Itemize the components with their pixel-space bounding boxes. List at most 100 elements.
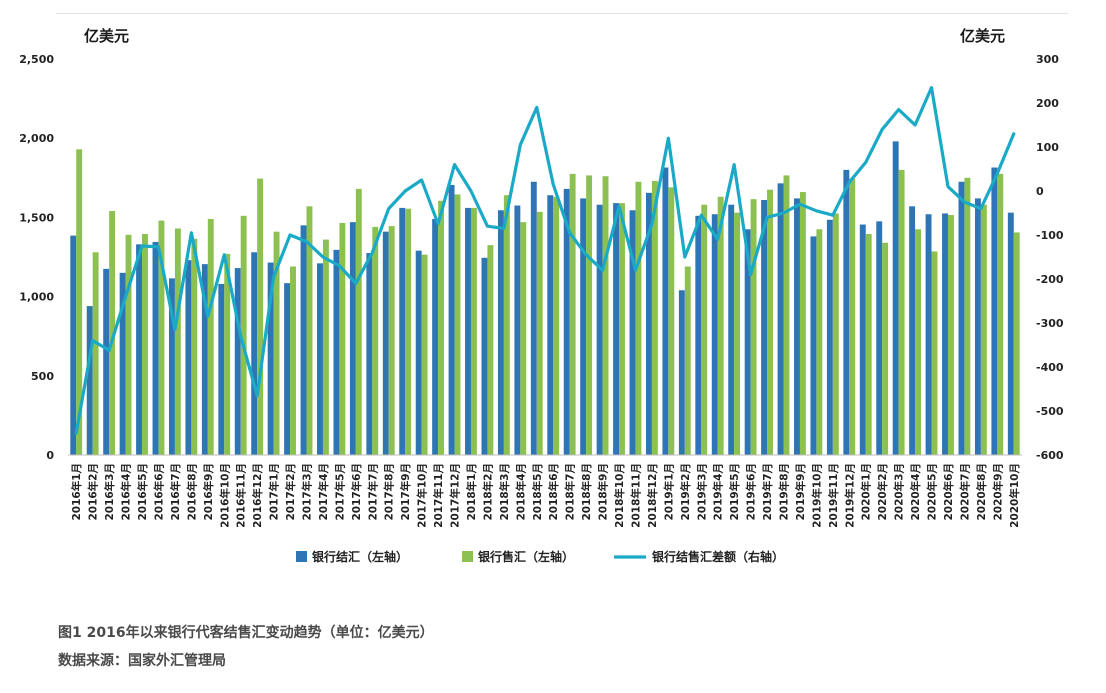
left-axis-tick-label: 1,500 [19, 211, 54, 224]
x-axis-tick-label: 2019年10月 [810, 463, 823, 528]
settlement-bar [810, 236, 817, 455]
settlement-bar [794, 198, 800, 455]
settlement-bar [909, 206, 916, 455]
sale-bar [980, 204, 987, 455]
settlement-bar [530, 181, 537, 455]
x-axis-tick-label: 2017年3月 [301, 463, 314, 521]
settlement-bar [86, 306, 93, 455]
sale-bar [717, 196, 724, 455]
x-axis-tick-label: 2020年4月 [909, 463, 922, 521]
sale-bar [799, 192, 806, 455]
sale-bar [372, 226, 379, 455]
x-axis-tick-label: 2017年4月 [317, 463, 330, 521]
sale-bar [487, 245, 494, 455]
settlement-bar [366, 253, 373, 455]
right-axis-tick-label: 300 [1036, 53, 1059, 66]
settlement-bar [547, 195, 554, 455]
x-axis-tick-label: 2019年8月 [778, 463, 791, 521]
data-source: 数据来源：国家外汇管理局 [58, 653, 226, 669]
x-axis-tick-label: 2020年1月 [860, 463, 873, 521]
legend-sale-label: 银行售汇（左轴） [478, 549, 574, 564]
right-axis-tick-label: 0 [1036, 185, 1044, 198]
x-axis-tick-label: 2016年11月 [235, 463, 248, 528]
settlement-bar [152, 241, 159, 455]
settlement-bar [744, 229, 751, 455]
sale-bar [1013, 232, 1020, 455]
sale-bar [898, 169, 905, 455]
settlement-bar [580, 198, 587, 455]
sale-bar [947, 215, 954, 455]
x-axis-tick-label: 2016年1月 [70, 463, 83, 521]
x-axis-tick-label: 2016年3月 [103, 463, 116, 521]
sale-bar [997, 173, 1004, 455]
settlement-bar [826, 219, 833, 455]
right-axis-tick-label: 200 [1036, 97, 1059, 110]
settlement-bar [415, 250, 422, 455]
settlement-bar [448, 184, 455, 455]
right-axis-tick-label: 100 [1036, 141, 1059, 154]
settlement-bar [991, 167, 998, 455]
settlement-bar [465, 207, 471, 455]
x-axis-tick-label: 2019年11月 [827, 463, 840, 528]
sale-bar [470, 207, 477, 455]
sale-bar [339, 222, 346, 455]
sale-bar [322, 239, 329, 455]
sale-bar [273, 231, 280, 455]
x-axis-tick-label: 2016年2月 [87, 463, 100, 521]
x-axis-tick-label: 2019年9月 [794, 463, 807, 521]
settlement-bar [185, 260, 192, 455]
left-axis-tick-label: 500 [31, 370, 54, 383]
settlement-bar [267, 262, 274, 455]
settlement-bar [1007, 212, 1014, 455]
settlement-bar [942, 213, 948, 455]
x-axis-tick-label: 2017年9月 [399, 463, 412, 521]
settlement-bar [201, 264, 208, 455]
x-axis-tick-label: 2018年2月 [481, 463, 494, 521]
sale-bar [454, 194, 461, 455]
settlement-bar [119, 272, 126, 455]
sale-bar [388, 226, 395, 455]
x-axis-tick-label: 2019年2月 [679, 463, 692, 521]
settlement-bar [563, 188, 570, 455]
sale-bar [931, 251, 938, 455]
x-axis-tick-label: 2016年4月 [120, 463, 133, 521]
settlement-bar [925, 214, 932, 455]
x-axis-tick-label: 2020年8月 [975, 463, 988, 521]
balance-line [74, 85, 1016, 435]
x-axis-tick-label: 2019年3月 [695, 463, 708, 521]
x-axis-tick-label: 2019年6月 [745, 463, 758, 521]
settlement-bar [481, 257, 488, 455]
sale-bar [503, 195, 510, 455]
sale-bar [750, 199, 757, 455]
settlement-bar [300, 225, 307, 455]
x-axis-tick-label: 2019年12月 [843, 463, 856, 528]
sale-bar [849, 178, 856, 455]
sale-bar [668, 187, 675, 456]
settlement-bar [843, 169, 850, 455]
sale-bar [158, 220, 165, 455]
sale-bar [619, 203, 625, 455]
x-axis-tick-label: 2018年8月 [580, 463, 593, 521]
x-axis-tick-label: 2018年3月 [498, 463, 511, 521]
right-axis-unit: 亿美元 [960, 27, 1006, 45]
settlement-bar [317, 263, 323, 455]
settlement-bar [399, 207, 406, 455]
sale-bar [306, 206, 313, 455]
sale-bar [207, 218, 214, 455]
left-axis-tick-label: 0 [46, 449, 54, 462]
sale-bar [142, 234, 148, 455]
sale-bar [240, 215, 247, 455]
x-axis-tick-label: 2018年11月 [629, 463, 642, 528]
sale-bar [92, 252, 99, 455]
settlement-bar [70, 235, 77, 455]
x-axis-tick-label: 2020年3月 [893, 463, 906, 521]
settlement-bar [678, 290, 685, 455]
x-axis-tick-label: 2016年10月 [218, 463, 231, 528]
x-axis-tick-label: 2017年7月 [366, 463, 379, 521]
x-axis-tick-label: 2016年8月 [185, 463, 198, 521]
sale-bar [701, 204, 708, 455]
sale-bar [602, 176, 609, 455]
settlement-bar [892, 141, 899, 455]
settlement-bar [974, 198, 981, 455]
sale-bar [109, 211, 116, 455]
